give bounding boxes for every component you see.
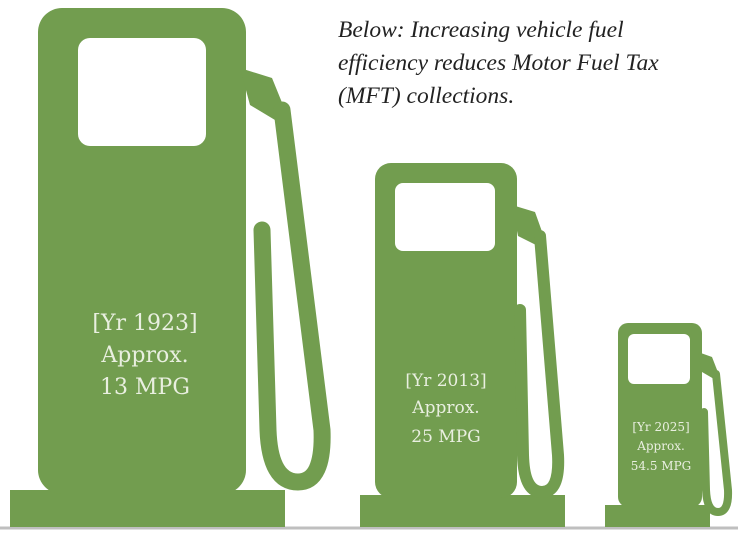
pump-label: Approx.	[100, 343, 188, 368]
pump-window	[628, 334, 690, 384]
pump-mpg: 25 MPG	[411, 427, 480, 447]
pump-mpg: 54.5 MPG	[631, 459, 691, 473]
pump-window	[78, 38, 206, 146]
caption: Below: Increasing vehicle fuel efficienc…	[338, 17, 659, 109]
pump-mpg: 13 MPG	[100, 375, 190, 400]
pump-label: Approx.	[411, 398, 479, 418]
pump-year: [Yr 1923]	[92, 311, 197, 336]
pump-label: Approx.	[636, 439, 685, 453]
pump-year: [Yr 2025]	[632, 420, 689, 434]
pump-year: [Yr 2013]	[405, 371, 486, 391]
pump-window	[395, 183, 495, 251]
